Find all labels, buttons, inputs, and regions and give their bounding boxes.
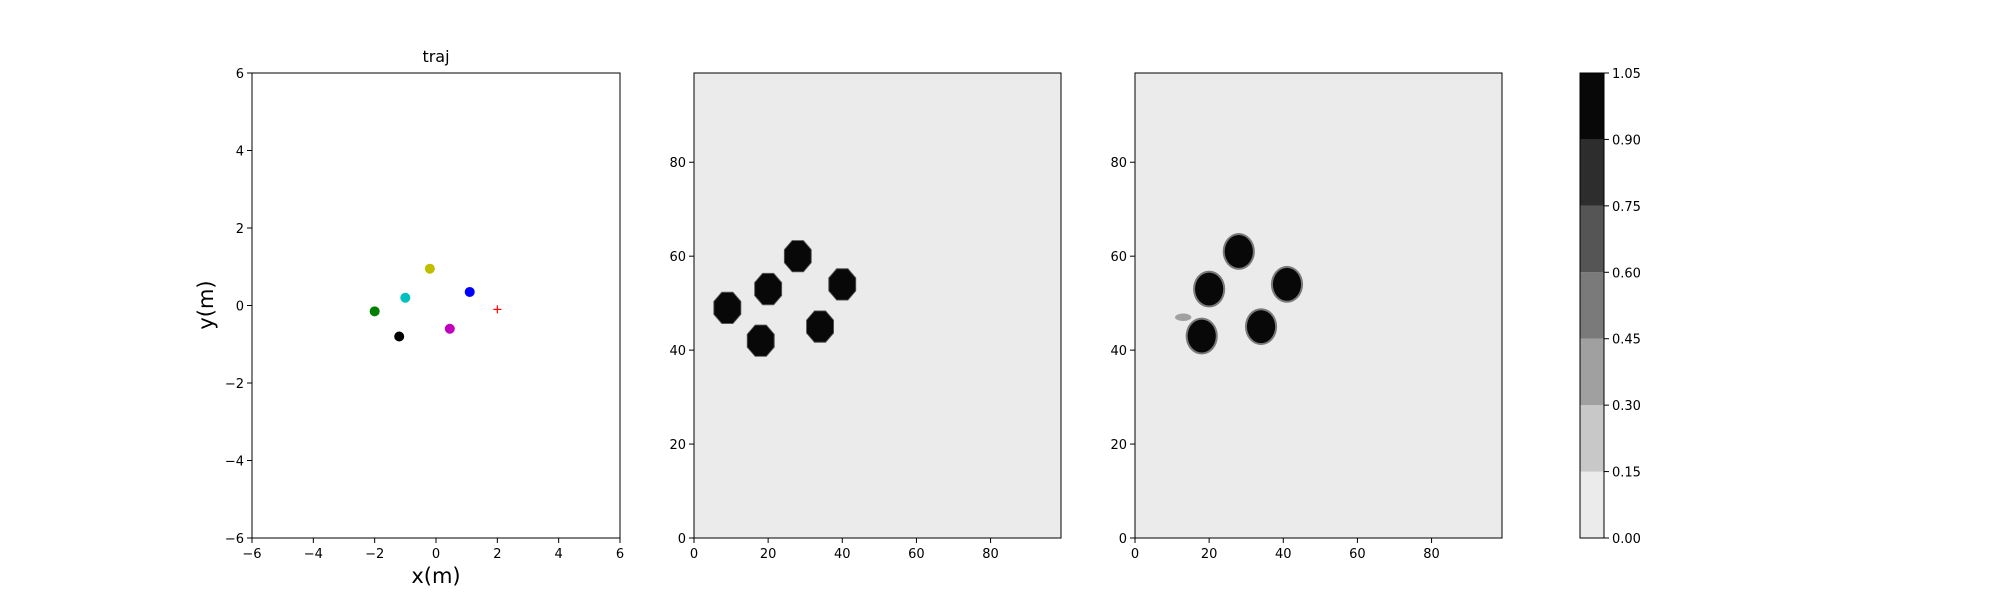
heatmap-2-background (1135, 73, 1502, 538)
colorbar-band (1580, 139, 1604, 206)
heatmap-panel-2: 0 20 40 60 80 0 20 40 60 80 (1110, 72, 1503, 562)
heatmap-1-y-tick-label: 80 (669, 156, 686, 171)
heatmap-2-blobs (1175, 233, 1304, 355)
heatmap-1-y-tick-label: 60 (669, 250, 686, 265)
colorbar-tick-label: 1.05 (1612, 67, 1641, 82)
traj-point (424, 263, 435, 274)
heatmap-2-y-ticks: 0 20 40 60 80 (1110, 156, 1135, 547)
heatmap-2-frame (1134, 72, 1503, 539)
colorbar-band (1580, 73, 1604, 140)
heatmap-1-blob (747, 325, 774, 356)
heatmap-1-background (694, 73, 1061, 538)
traj-x-tick-label: −4 (304, 547, 323, 562)
heatmap-2-y-tick-label: 80 (1110, 156, 1127, 171)
heatmap-1-x-tick-label: 0 (690, 547, 698, 562)
traj-x-tick-label: −6 (242, 547, 261, 562)
traj-point (464, 286, 475, 297)
heatmap-1-x-tick-label: 60 (908, 547, 925, 562)
heatmap-1-blob (807, 311, 834, 342)
traj-y-tick-label: 4 (236, 145, 244, 160)
traj-y-tick-label: 2 (236, 222, 244, 237)
traj-points (369, 263, 502, 342)
traj-y-tick-label: 0 (236, 300, 244, 315)
colorbar-tick-label: 0.75 (1612, 200, 1641, 215)
heatmap-panel-1: 0 20 40 60 80 0 20 40 60 80 (669, 72, 1062, 562)
traj-x-label: x(m) (411, 564, 460, 588)
heatmap-1-x-tick-label: 20 (760, 547, 777, 562)
traj-scatter-panel: traj −6 −4 −2 0 2 4 6 −6 −4 −2 0 2 4 6 x(m) y(m) (194, 47, 624, 588)
heatmap-2-x-tick-label: 80 (1423, 547, 1440, 562)
colorbar-band (1580, 205, 1604, 273)
heatmap-2-blob (1195, 272, 1224, 306)
heatmap-1-y-tick-label: 0 (678, 532, 686, 547)
heatmap-1-y-ticks: 0 20 40 60 80 (669, 156, 694, 547)
traj-point (394, 331, 405, 342)
heatmap-1-blob (714, 292, 741, 323)
heatmap-2-y-tick-label: 20 (1110, 438, 1127, 453)
heatmap-1-x-tick-label: 80 (982, 547, 999, 562)
heatmap-2-y-tick-label: 60 (1110, 250, 1127, 265)
colorbar-band (1580, 272, 1604, 339)
traj-y-ticks: −6 −4 −2 0 2 4 6 (225, 67, 252, 547)
traj-x-tick-label: 6 (616, 547, 624, 562)
colorbar-band (1580, 338, 1604, 406)
heatmap-1-y-tick-label: 40 (669, 344, 686, 359)
heatmap-2-blob (1272, 267, 1302, 301)
colorbar-bands (1580, 73, 1604, 538)
heatmap-1-blob (829, 269, 856, 300)
traj-y-label: y(m) (194, 280, 218, 329)
colorbar-tick-label: 0.30 (1612, 399, 1641, 414)
traj-point (400, 292, 411, 303)
heatmap-1-y-tick-label: 20 (669, 438, 686, 453)
traj-x-tick-label: 0 (432, 547, 440, 562)
traj-y-tick-label: −4 (225, 455, 244, 470)
traj-y-tick-label: −6 (225, 532, 244, 547)
heatmap-2-blob (1246, 310, 1276, 344)
heatmap-2-blob (1224, 235, 1253, 268)
colorbar-tick-label: 0.60 (1612, 266, 1641, 281)
heatmap-2-x-tick-label: 60 (1349, 547, 1366, 562)
traj-title: traj (422, 47, 449, 66)
traj-x-tick-label: −2 (365, 547, 384, 562)
colorbar-tick-label: 0.45 (1612, 333, 1641, 348)
colorbar-band (1580, 405, 1604, 472)
heatmap-2-x-tick-label: 20 (1201, 547, 1218, 562)
traj-x-tick-label: 4 (555, 547, 563, 562)
colorbar-tick-label: 0.00 (1612, 532, 1641, 547)
heatmap-2-x-tick-label: 0 (1131, 547, 1139, 562)
heatmap-1-blob (755, 273, 782, 305)
colorbar-frame (1579, 72, 1605, 539)
traj-plot-area (251, 72, 621, 539)
traj-goal-marker (493, 305, 502, 314)
traj-x-ticks: −6 −4 −2 0 2 4 6 (242, 538, 624, 562)
heatmap-2-x-ticks: 0 20 40 60 80 (1131, 538, 1440, 562)
heatmap-1-x-tick-label: 40 (834, 547, 851, 562)
colorbar: 0.00 0.15 0.30 0.45 0.60 0.75 0.90 1.05 (1579, 67, 1641, 547)
heatmap-1-blob (784, 241, 811, 272)
colorbar-band (1580, 471, 1604, 538)
colorbar-tick-label: 0.90 (1612, 133, 1641, 148)
traj-x-tick-label: 2 (493, 547, 501, 562)
colorbar-tick-label: 0.15 (1612, 466, 1641, 481)
traj-point (369, 306, 380, 317)
heatmap-1-frame (693, 72, 1062, 539)
heatmap-2-y-tick-label: 0 (1119, 532, 1127, 547)
heatmap-2-faint-blob (1175, 313, 1192, 321)
colorbar-ticks: 0.00 0.15 0.30 0.45 0.60 0.75 0.90 1.05 (1604, 67, 1641, 547)
heatmap-1-x-ticks: 0 20 40 60 80 (690, 538, 999, 562)
traj-y-tick-label: 6 (236, 67, 244, 82)
traj-y-tick-label: −2 (225, 377, 244, 392)
heatmap-1-blobs (713, 240, 857, 357)
heatmap-2-y-tick-label: 40 (1110, 344, 1127, 359)
heatmap-2-blob (1187, 319, 1216, 353)
traj-point (444, 323, 455, 334)
heatmap-2-x-tick-label: 40 (1275, 547, 1292, 562)
